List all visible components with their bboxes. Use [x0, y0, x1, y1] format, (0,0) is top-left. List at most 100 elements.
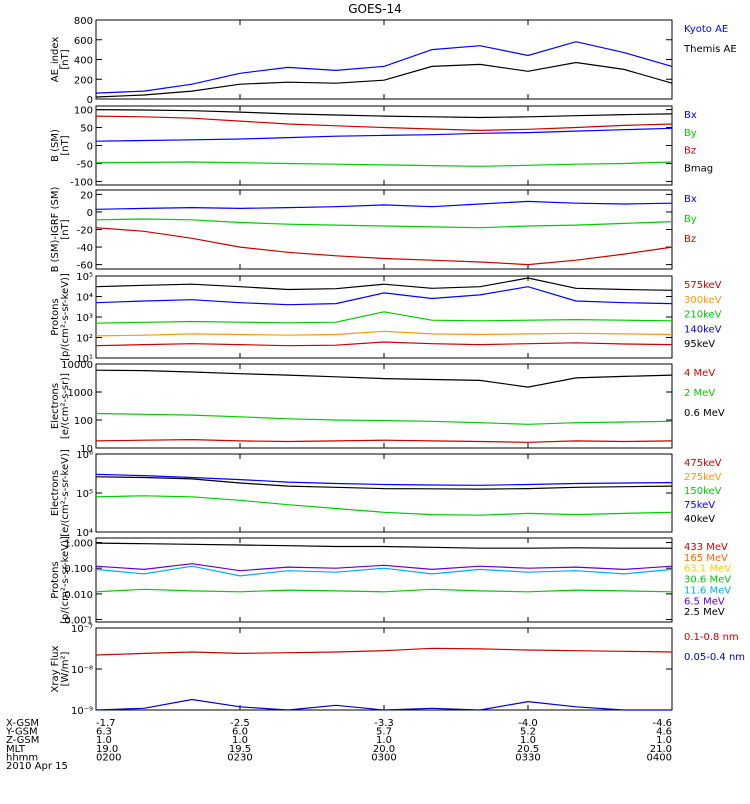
- footer-value: 5.7: [376, 727, 392, 738]
- y-tick-label: 1000: [68, 388, 93, 399]
- series-line-by: [95, 218, 673, 229]
- footer-value: 0300: [371, 752, 396, 763]
- y-tick-label: 200: [74, 75, 93, 86]
- y-axis-label: [p/(cm²-s-sr-keV)]: [60, 536, 71, 624]
- y-axis-label: [nT]: [60, 49, 71, 69]
- y-tick-label: 10: [80, 444, 93, 455]
- y-tick-label: 0.010: [64, 590, 93, 601]
- footer-value: 19.5: [229, 744, 251, 755]
- legend-entry: 150keV: [684, 486, 722, 497]
- series-line-40kev: [95, 476, 673, 490]
- series-line-by: [95, 161, 673, 167]
- legend-entry: Bz: [684, 234, 696, 245]
- legend-entry: Bmag: [684, 163, 713, 174]
- y-axis-label: B (SM): [50, 129, 61, 162]
- legend-entry: 575keV: [684, 280, 722, 291]
- footer-row-label: MLT: [6, 744, 26, 755]
- legend-entry: 0.1-0.8 nm: [684, 632, 739, 643]
- panel-frame: [95, 537, 673, 623]
- series-line-0-1-0-8-nm: [95, 647, 673, 656]
- y-tick-label: -60: [77, 261, 93, 272]
- footer-value: 1.0: [96, 735, 112, 746]
- legend-entry: 40keV: [684, 514, 715, 525]
- footer-value: 0230: [227, 752, 252, 763]
- y-axis-label: [e/(cm²-s-sr)]: [60, 373, 71, 439]
- y-tick-label: 100: [74, 106, 93, 117]
- series-line-30-6-mev: [95, 588, 673, 593]
- y-axis-label: [nT]: [60, 135, 71, 155]
- y-tick-label: 10⁶: [76, 450, 93, 461]
- footer-value: 1.0: [520, 735, 536, 746]
- series-line-11-6-mev: [95, 565, 673, 577]
- legend-entry: 63.1 MeV: [684, 564, 731, 575]
- footer-value: -3.3: [374, 718, 394, 729]
- series-line-140kev: [95, 286, 673, 306]
- series-line-300kev: [95, 330, 673, 337]
- legend-entry: 0.6 MeV: [684, 408, 725, 419]
- footer-value: 5.2: [520, 727, 536, 738]
- y-tick-label: 10⁻⁹: [71, 706, 93, 717]
- series-line-0-05-0-4-nm: [95, 698, 672, 711]
- y-tick-label: -50: [77, 159, 93, 170]
- y-axis-label: Protons: [50, 561, 61, 598]
- legend-entry: 275keV: [684, 472, 722, 483]
- series-line-bx: [95, 127, 673, 142]
- series-line-6-5-mev: [95, 563, 673, 572]
- footer-value: 4.6: [656, 727, 672, 738]
- legend-entry: 2 MeV: [684, 388, 715, 399]
- series-line-75kev: [95, 473, 673, 486]
- footer-value: 1.0: [656, 735, 672, 746]
- footer-value: -4.0: [518, 718, 538, 729]
- legend-entry: By: [684, 128, 697, 139]
- legend-entry: 165 MeV: [684, 553, 728, 564]
- footer-row-label: Z-GSM: [6, 735, 39, 746]
- y-tick-label: 400: [74, 56, 93, 67]
- y-tick-label: 10³: [76, 313, 93, 324]
- footer-row-label: Y-GSM: [5, 727, 38, 738]
- series-line-bx: [95, 200, 673, 210]
- series-line-kyoto-ae: [95, 41, 673, 94]
- legend-entry: 475keV: [684, 458, 722, 469]
- legend-entry: 95keV: [684, 339, 715, 350]
- y-tick-label: 20: [80, 190, 93, 201]
- y-tick-label: 10¹: [76, 354, 93, 365]
- y-axis-label: Electrons: [50, 470, 61, 516]
- footer-value: 20.5: [517, 744, 539, 755]
- y-tick-label: 0: [87, 208, 93, 219]
- legend-entry: Themis AE: [683, 44, 737, 55]
- panel-frame: [95, 19, 673, 100]
- series-line-0-6-mev: [95, 369, 673, 388]
- panel-frame: [95, 189, 673, 270]
- y-tick-label: -20: [77, 226, 93, 237]
- series-line-themis-ae: [95, 61, 673, 98]
- series-line-bz: [95, 227, 673, 266]
- footer-value: -2.5: [230, 718, 250, 729]
- legend-entry: Bx: [684, 110, 697, 121]
- footer-value: 6.3: [96, 727, 112, 738]
- legend-entry: 4 MeV: [684, 368, 715, 379]
- y-tick-label: 10²: [76, 334, 93, 345]
- footer-value: 0200: [96, 752, 121, 763]
- footer-value: 21.0: [650, 744, 672, 755]
- legend-entry: 140keV: [684, 324, 722, 335]
- y-tick-label: 10⁵: [76, 489, 93, 500]
- footer-value: -4.6: [652, 718, 672, 729]
- legend-entry: Bx: [684, 194, 697, 205]
- footer-value: 0330: [515, 752, 540, 763]
- footer-value: 19.0: [96, 744, 118, 755]
- footer-value: 20.0: [373, 744, 395, 755]
- legend-entry: 75keV: [684, 500, 715, 511]
- footer-value: 1.0: [232, 735, 248, 746]
- y-tick-label: 1.000: [64, 539, 93, 550]
- y-tick-label: 10⁴: [76, 528, 93, 539]
- series-line-210kev: [95, 311, 673, 324]
- y-tick-label: 10⁵: [76, 272, 93, 283]
- y-tick-label: 0.100: [64, 564, 93, 575]
- y-tick-label: -40: [77, 243, 93, 254]
- legend-entry: By: [684, 214, 697, 225]
- y-tick-label: 0: [87, 95, 93, 106]
- legend-entry: 11.6 MeV: [684, 585, 731, 596]
- legend-entry: 30.6 MeV: [684, 575, 731, 586]
